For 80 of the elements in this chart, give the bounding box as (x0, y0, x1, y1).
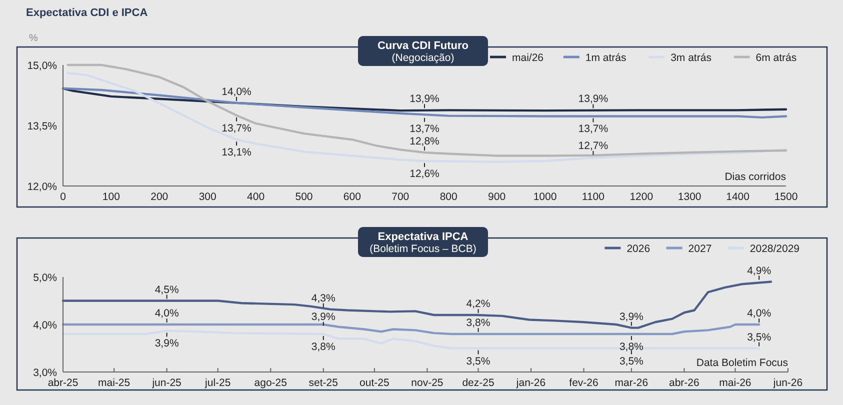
y-tick-label: 15,0% (27, 60, 57, 72)
annotation: 13,7% (410, 122, 440, 135)
x-tick-label: set-25 (308, 377, 338, 389)
x-tick-label: fev-26 (569, 377, 599, 389)
x-tick-label: nov-25 (411, 377, 444, 389)
text: Expectativa CDI e IPCA (26, 7, 148, 19)
x-tick-label: jun-25 (151, 377, 182, 389)
line-series (62, 87, 788, 112)
x-tick-label: 1100 (582, 191, 605, 203)
x-tick-label: jun-26 (772, 377, 803, 389)
x-tick-label: abr-26 (669, 377, 700, 389)
annotation: 4,0% (154, 308, 179, 320)
x-tick-label: 500 (295, 191, 313, 203)
x-tick-label: out-25 (360, 377, 390, 389)
legend-label: 3m atrás (670, 52, 712, 64)
x-tick-label: 1300 (678, 191, 702, 203)
x-tick-label: mar-26 (614, 377, 648, 389)
annotation: 12,8% (410, 136, 440, 148)
legend-label: mai/26 (512, 52, 544, 64)
x-tick-label: 900 (488, 191, 506, 203)
chart-subtitle: (Boletim Focus – BCB) (370, 243, 476, 255)
annotation: 12,7% (578, 140, 608, 152)
legend-label: 6m atrás (756, 52, 797, 64)
annotation: 3,8% (311, 341, 336, 353)
y-tick-label: 5,0% (33, 272, 57, 284)
annotation: 3,8% (466, 317, 490, 329)
x-tick-label: ago-25 (254, 377, 288, 389)
x-tick-label: 100 (102, 191, 120, 203)
x-tick-label: 400 (247, 191, 265, 203)
annotation: 13,1% (222, 146, 252, 159)
annotation: 4,3% (311, 292, 336, 304)
x-tick-label: mai-26 (719, 377, 752, 389)
x-tick-label: 200 (150, 191, 168, 203)
annotation: 14,0% (222, 86, 252, 98)
x-tick-label: dez-25 (462, 377, 494, 389)
legend-label: 1m atrás (585, 52, 626, 64)
x-axis-title: Dias corridos (724, 171, 786, 183)
x-tick-label: 1500 (774, 191, 798, 203)
annotation: 4,0% (747, 308, 772, 320)
annotation: 3,8% (619, 341, 644, 353)
x-tick-label: 1200 (630, 191, 654, 203)
legend-label: 2026 (626, 243, 650, 255)
line-series (62, 280, 772, 329)
x-tick-label: 0 (60, 191, 66, 203)
x-tick-label: 1400 (726, 191, 750, 203)
x-axis-title: Data Boletim Focus (696, 357, 788, 369)
legend-label: 2028/2029 (750, 243, 800, 255)
x-tick-label: abr-25 (48, 377, 78, 389)
y-tick-label: 12,0% (27, 181, 57, 193)
chart-subtitle: (Negociação) (392, 52, 454, 64)
y-tick-label: 13,5% (27, 120, 57, 132)
chart-title: Curva CDI Futuro (377, 40, 469, 52)
annotation: 4,2% (466, 298, 490, 310)
y-axis-title: % (29, 33, 38, 44)
y-tick-label: 4,0% (33, 320, 57, 332)
annotation: 13,9% (410, 93, 440, 106)
annotation: 13,7% (578, 123, 608, 136)
annotation: 3,9% (619, 310, 644, 323)
annotation: 3,9% (154, 338, 179, 350)
annotation: 4,5% (154, 284, 179, 296)
x-tick-label: 1000 (533, 191, 557, 203)
annotation: 3,5% (466, 355, 490, 368)
x-tick-label: jul-25 (204, 377, 231, 389)
x-tick-label: jan-26 (515, 377, 546, 389)
line-series (62, 87, 788, 119)
chart-title: Expectativa IPCA (378, 231, 468, 243)
annotation: 3,9% (311, 310, 336, 323)
annotation: 3,5% (747, 331, 772, 344)
annotation: 4,9% (747, 264, 772, 277)
annotation: 12,6% (410, 168, 440, 180)
x-tick-label: 300 (198, 191, 217, 203)
y-tick-label: 3,0% (33, 367, 57, 379)
x-tick-label: 600 (343, 191, 362, 203)
legend-label: 2027 (688, 243, 712, 255)
x-tick-label: mai-25 (98, 377, 130, 389)
annotation: 13,7% (222, 122, 252, 134)
annotation: 3,5% (619, 355, 644, 368)
annotation: 13,9% (578, 93, 608, 106)
x-tick-label: 700 (392, 191, 410, 203)
x-tick-label: 800 (440, 191, 458, 203)
